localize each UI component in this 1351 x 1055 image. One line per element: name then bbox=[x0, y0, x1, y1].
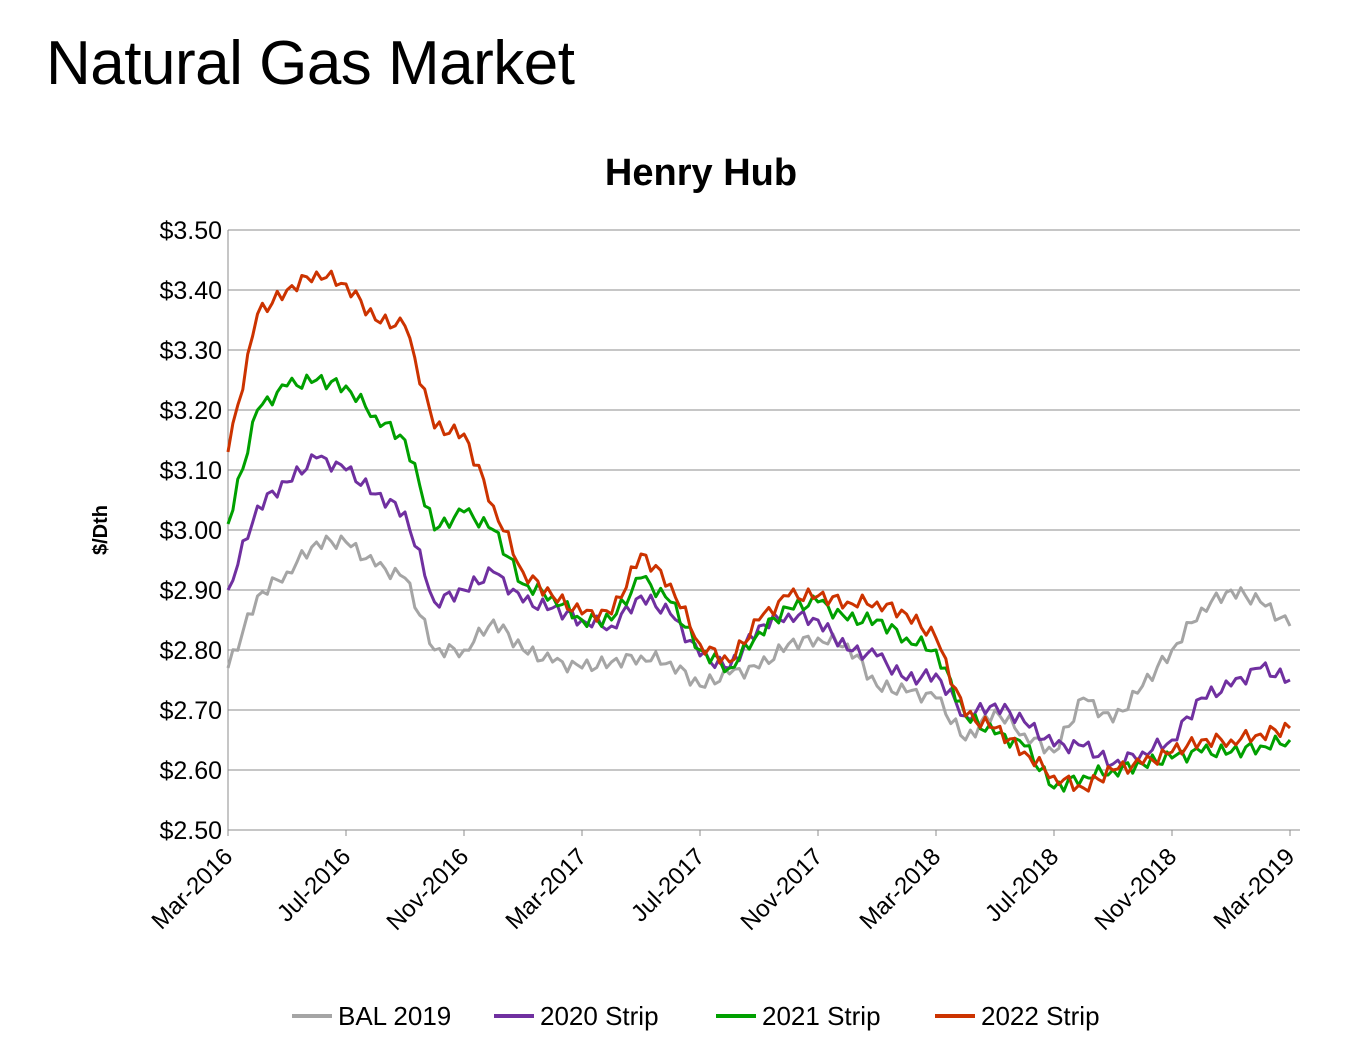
x-tick-label: Nov-2016 bbox=[382, 843, 475, 936]
series-line-bal-2019 bbox=[226, 534, 1292, 755]
y-tick-label: $3.30 bbox=[159, 337, 222, 365]
y-tick-label: $2.80 bbox=[159, 637, 222, 665]
x-tick-label: Jul-2017 bbox=[626, 843, 710, 927]
y-tick-label: $3.10 bbox=[159, 457, 222, 485]
x-tick-label: Mar-2019 bbox=[1209, 843, 1301, 935]
x-tick-label: Mar-2017 bbox=[501, 843, 593, 935]
series-line-2021-strip bbox=[226, 373, 1292, 793]
legend-label: 2022 Strip bbox=[981, 1001, 1100, 1031]
x-tick-label: Mar-2018 bbox=[855, 843, 947, 935]
y-tick-label: $3.00 bbox=[159, 517, 222, 545]
y-tick-label: $3.50 bbox=[159, 217, 222, 245]
legend-label: BAL 2019 bbox=[338, 1001, 451, 1031]
series-line-2022-strip bbox=[226, 269, 1292, 793]
y-axis-label: $/Dth bbox=[90, 505, 112, 555]
slide-title: Natural Gas Market bbox=[46, 29, 575, 98]
x-tick-label: Jul-2016 bbox=[272, 843, 356, 927]
legend-label: 2021 Strip bbox=[762, 1001, 881, 1031]
chart-title: Henry Hub bbox=[605, 152, 797, 194]
y-tick-label: $2.90 bbox=[159, 577, 222, 605]
y-tick-label: $2.50 bbox=[159, 817, 222, 845]
y-tick-label: $2.60 bbox=[159, 757, 222, 785]
y-tick-label: $2.70 bbox=[159, 697, 222, 725]
series-line-2020-strip bbox=[226, 453, 1291, 769]
x-tick-label: Nov-2017 bbox=[736, 843, 829, 936]
x-tick-label: Nov-2018 bbox=[1090, 843, 1183, 936]
y-tick-label: $3.40 bbox=[159, 277, 222, 305]
legend-label: 2020 Strip bbox=[540, 1001, 659, 1031]
y-tick-label: $3.20 bbox=[159, 397, 222, 425]
x-tick-label: Jul-2018 bbox=[980, 843, 1064, 927]
x-tick-label: Mar-2016 bbox=[147, 843, 239, 935]
